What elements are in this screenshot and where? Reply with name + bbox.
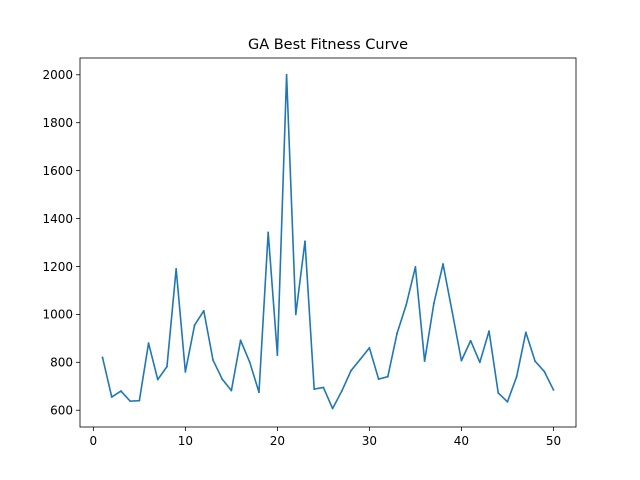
data-point	[423, 360, 426, 363]
y-tick-label: 800	[50, 356, 73, 370]
x-tick-label: 20	[270, 434, 285, 448]
y-tick-label: 1200	[42, 260, 73, 274]
axes: 0 10 20 30 40 50 600 800 1000 1200 1400 1600 1800 200…	[42, 57, 577, 448]
data-point	[193, 324, 196, 327]
data-point	[386, 375, 389, 378]
data-point	[156, 378, 159, 381]
data-point	[294, 313, 297, 316]
data-point	[101, 356, 104, 359]
data-point	[460, 359, 463, 362]
data-point	[221, 378, 224, 380]
series-line	[101, 73, 555, 410]
data-point	[248, 361, 251, 364]
data-point	[304, 240, 306, 243]
data-point	[478, 361, 481, 364]
data-point	[515, 375, 518, 378]
y-tick-label: 1600	[42, 164, 73, 178]
data-point	[359, 358, 362, 361]
x-tick-label: 10	[178, 434, 193, 448]
data-point	[405, 303, 408, 306]
data-point	[110, 396, 113, 398]
plot-area	[101, 73, 555, 410]
y-tick-label: 1400	[42, 212, 73, 226]
data-point	[120, 390, 122, 392]
y-tick-label: 600	[50, 404, 73, 418]
data-point	[396, 332, 398, 335]
data-point	[230, 389, 233, 392]
x-tick-label: 50	[546, 434, 561, 448]
data-point	[258, 391, 260, 394]
data-point	[202, 309, 205, 312]
axes-frame	[79, 57, 577, 428]
data-point	[350, 369, 352, 372]
data-point	[138, 399, 141, 402]
data-point	[534, 360, 536, 363]
data-point	[147, 342, 150, 345]
data-point	[331, 407, 334, 410]
data-point	[552, 388, 555, 391]
data-point	[497, 392, 500, 394]
data-point	[322, 386, 325, 389]
y-tick-label: 1000	[42, 308, 73, 322]
y-tick-label: 2000	[42, 68, 73, 82]
chart-title: GA Best Fitness Curve	[248, 37, 408, 53]
data-point	[340, 390, 343, 392]
data-point	[368, 347, 371, 349]
y-tick-label: 1800	[42, 116, 73, 130]
data-point	[276, 354, 279, 357]
data-point	[506, 400, 509, 403]
data-point	[442, 263, 444, 265]
x-tick-label: 30	[362, 434, 377, 448]
data-point	[239, 339, 242, 342]
data-point	[184, 370, 187, 373]
data-point	[285, 73, 288, 76]
data-point	[451, 311, 454, 313]
x-tick-label: 40	[454, 434, 469, 448]
data-point	[267, 231, 270, 234]
x-tick-label: 0	[90, 434, 98, 448]
data-point	[414, 266, 417, 268]
data-point	[129, 400, 132, 403]
data-point	[377, 378, 380, 380]
data-point	[166, 365, 168, 368]
data-point	[524, 331, 527, 334]
data-point	[313, 388, 316, 391]
data-point	[469, 339, 472, 342]
data-point	[212, 359, 214, 361]
data-point	[432, 302, 435, 305]
data-point	[488, 330, 490, 333]
data-point	[175, 267, 178, 270]
data-point	[543, 370, 546, 373]
